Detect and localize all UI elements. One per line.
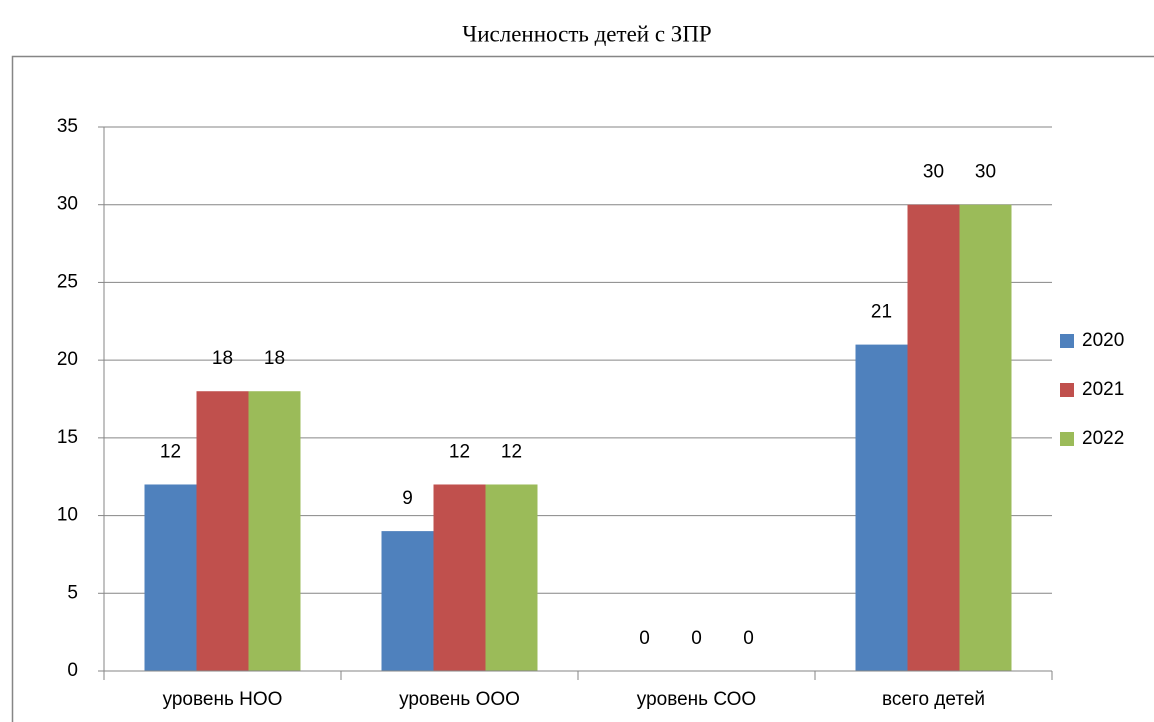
data-label: 18 — [264, 348, 285, 369]
y-tick-label: 30 — [57, 194, 78, 215]
bar — [144, 484, 197, 671]
y-tick-label: 25 — [57, 271, 78, 292]
data-label: 18 — [212, 348, 233, 369]
chart-title: Численность детей с ЗПР — [462, 21, 711, 46]
x-tick-label: уровень СОО — [637, 689, 756, 710]
legend-swatch — [1060, 432, 1074, 446]
data-label: 21 — [871, 302, 892, 323]
legend-label: 2020 — [1082, 330, 1124, 351]
data-label: 12 — [449, 442, 470, 463]
y-tick-label: 15 — [57, 427, 78, 448]
x-tick-label: уровень ООО — [399, 689, 520, 710]
y-tick-label: 10 — [57, 505, 78, 526]
legend-swatch — [1060, 383, 1074, 397]
legend-label: 2022 — [1082, 428, 1124, 449]
bar — [196, 391, 249, 671]
data-label: 0 — [639, 628, 650, 649]
bar — [855, 344, 908, 671]
bar — [485, 484, 538, 671]
data-label: 30 — [975, 162, 996, 183]
y-tick-label: 0 — [67, 660, 78, 681]
data-label: 0 — [691, 628, 702, 649]
y-tick-label: 20 — [57, 349, 78, 370]
x-tick-label: уровень НОО — [163, 689, 283, 710]
bar — [907, 204, 960, 671]
y-tick-label: 5 — [67, 582, 78, 603]
data-label: 12 — [160, 442, 181, 463]
data-label: 30 — [923, 162, 944, 183]
bar — [381, 531, 434, 671]
y-tick-label: 35 — [57, 116, 78, 137]
bar — [959, 204, 1012, 671]
data-label: 12 — [501, 442, 522, 463]
bar — [433, 484, 486, 671]
bar — [248, 391, 301, 671]
x-tick-label: всего детей — [882, 689, 985, 710]
legend-swatch — [1060, 334, 1074, 348]
legend-label: 2021 — [1082, 379, 1124, 400]
data-label: 9 — [402, 488, 413, 509]
data-label: 0 — [743, 628, 754, 649]
